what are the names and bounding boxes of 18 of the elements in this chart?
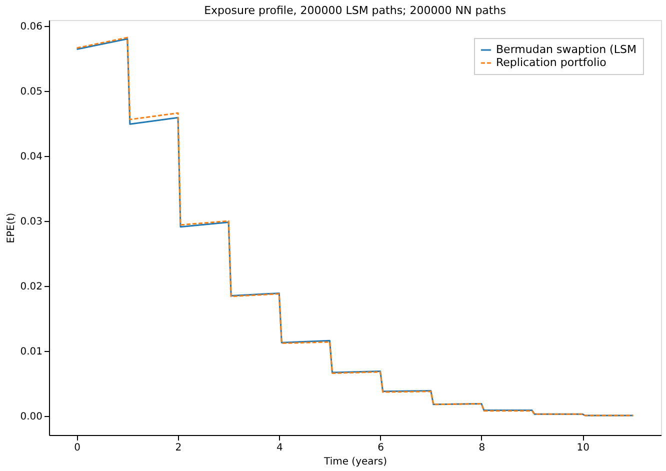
y-tick-label: 0.00 xyxy=(20,412,42,423)
x-tick-label: 0 xyxy=(74,442,81,454)
y-axis-title: EPE(t) xyxy=(6,212,18,244)
y-tick-label: 0.01 xyxy=(20,346,42,358)
x-tick-label: 6 xyxy=(378,442,384,454)
x-tick-label: 10 xyxy=(576,442,590,454)
chart-title: Exposure profile, 200000 LSM paths; 200000 NN paths xyxy=(204,4,506,17)
y-tick-label: 0.04 xyxy=(20,151,42,162)
x-tick-label: 8 xyxy=(478,442,486,454)
legend-label: Bermudan swaption (LSM xyxy=(496,43,636,56)
x-tick-label: 4 xyxy=(276,442,283,454)
y-tick-label: 0.06 xyxy=(20,21,42,32)
legend-label: Replication portfolio xyxy=(496,56,607,69)
y-tick-label: 0.03 xyxy=(20,216,42,228)
y-tick-label: 0.02 xyxy=(20,282,42,293)
x-axis-title: Time (years) xyxy=(323,456,388,468)
x-tick-label: 2 xyxy=(175,442,182,454)
y-tick-label: 0.05 xyxy=(20,86,42,98)
